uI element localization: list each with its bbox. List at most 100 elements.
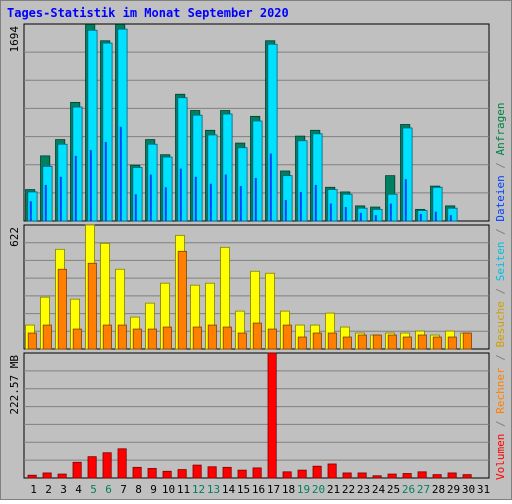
bar-dateien [389, 203, 392, 221]
panel-top: 1694 [8, 23, 490, 222]
bar-dateien [29, 201, 32, 221]
bar-rechner [252, 322, 262, 350]
bar-seiten [147, 143, 158, 222]
bar-seiten [252, 120, 263, 222]
bar-seiten [27, 191, 38, 222]
x-tick-label: 31 [477, 483, 490, 496]
bar-dateien [284, 200, 287, 221]
bar-volumen [147, 468, 157, 479]
bar-dateien [119, 126, 122, 221]
bar-rechner [297, 336, 307, 350]
legend-separator: / [494, 281, 507, 301]
legend-item-dateien: Dateien [494, 175, 507, 221]
x-tick-label: 25 [387, 483, 400, 496]
bar-rechner [192, 326, 202, 350]
x-tick-label: 8 [135, 483, 142, 496]
x-tick-label: 18 [282, 483, 295, 496]
bar-volumen [447, 472, 457, 479]
bar-seiten [447, 207, 458, 222]
bar-volumen [132, 466, 142, 479]
x-tick-label: 20 [312, 483, 325, 496]
bar-rechner [312, 332, 322, 350]
bar-volumen [42, 472, 52, 479]
bar-volumen [432, 474, 442, 479]
bar-volumen [27, 474, 37, 479]
legend-separator: / [494, 155, 507, 175]
bar-dateien [299, 191, 302, 221]
bar-seiten [192, 114, 203, 222]
bar-volumen [252, 467, 262, 479]
x-tick-label: 1 [30, 483, 37, 496]
bar-volumen [192, 464, 202, 479]
bar-rechner [462, 332, 472, 350]
x-tick-label: 30 [462, 483, 475, 496]
bar-volumen [372, 475, 382, 479]
bar-rechner [207, 324, 217, 350]
bar-seiten [342, 193, 353, 222]
bar-dateien [89, 150, 92, 221]
bar-rechner [132, 328, 142, 350]
bar-volumen [117, 448, 127, 479]
bar-volumen [177, 469, 187, 479]
bar-dateien [344, 207, 347, 221]
bar-volumen [402, 473, 412, 479]
bar-volumen [327, 463, 337, 479]
x-tick-label: 11 [177, 483, 190, 496]
legend-item-rechner: Rechner [494, 367, 507, 414]
bar-rechner [57, 268, 67, 350]
bar-rechner [402, 336, 412, 350]
legend-item-anfragen: Anfragen [494, 102, 507, 155]
bar-dateien [314, 184, 317, 221]
bar-volumen [267, 352, 277, 479]
x-tick-label: 19 [297, 483, 310, 496]
x-tick-label: 26 [402, 483, 415, 496]
x-tick-label: 28 [432, 483, 445, 496]
bar-volumen [222, 466, 232, 479]
bar-seiten [102, 42, 113, 222]
x-tick-label: 7 [120, 483, 127, 496]
bar-dateien [44, 184, 47, 221]
bar-seiten [387, 193, 398, 222]
bar-seiten [267, 43, 278, 222]
bar-volumen [162, 470, 172, 479]
x-tick-label: 5 [90, 483, 97, 496]
x-tick-label: 14 [222, 483, 236, 496]
bar-volumen [102, 452, 112, 479]
bar-rechner [387, 334, 397, 350]
x-tick-label: 6 [105, 483, 112, 496]
x-tick-label: 27 [417, 483, 430, 496]
x-tick-label: 12 [192, 483, 205, 496]
x-tick-label: 10 [162, 483, 175, 496]
bar-rechner [417, 334, 427, 350]
bar-seiten [42, 165, 53, 222]
bar-dateien [329, 203, 332, 221]
x-tick-label: 4 [75, 483, 82, 496]
y-max-label-top: 1694 [8, 26, 21, 53]
bar-rechner [222, 326, 232, 350]
bar-rechner [267, 328, 277, 350]
bar-seiten [402, 127, 413, 222]
x-tick-label: 15 [237, 483, 250, 496]
bar-seiten [87, 29, 98, 222]
bar-rechner [282, 324, 292, 350]
legend-item-besuche: Besuche [494, 301, 507, 347]
bar-seiten [177, 97, 188, 222]
bar-dateien [359, 212, 362, 221]
bar-dateien [239, 186, 242, 221]
bar-dateien [149, 174, 152, 221]
legend-separator: / [494, 414, 507, 434]
bar-dateien [434, 211, 437, 221]
bar-volumen [72, 461, 82, 479]
panel-bottom: 222.57 MB [8, 352, 490, 479]
x-axis-labels: 1 2 3 4 5 6 7 8 9 10 11 12 13 14 15 16 17 18 19 20 21 22 23 24 2… [30, 483, 490, 496]
bar-volumen [462, 474, 472, 479]
bar-rechner [447, 336, 457, 350]
bar-rechner [342, 336, 352, 350]
x-tick-label: 3 [60, 483, 67, 496]
x-tick-label: 21 [327, 483, 340, 496]
legend-item-volumen: Volumen [494, 434, 507, 480]
x-tick-label: 2 [45, 483, 52, 496]
bar-seiten [162, 156, 173, 222]
bar-dateien [254, 177, 257, 221]
